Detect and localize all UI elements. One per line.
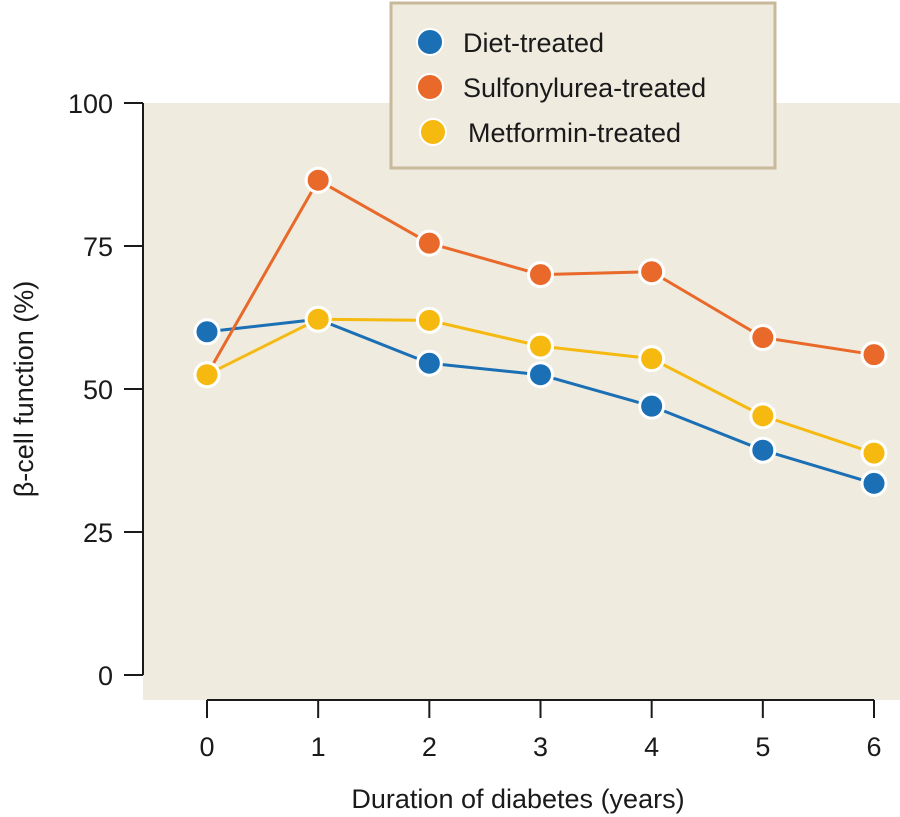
x-tick-label: 0 [199,732,214,762]
data-point-1-6 [860,341,888,369]
legend-label-2: Metformin-treated [468,118,681,148]
data-point-0-5 [749,436,777,464]
data-point-2-5 [749,402,777,430]
y-tick-label: 0 [98,661,113,691]
legend-label-1: Sulfonylurea-treated [463,73,706,103]
x-tick-label: 1 [311,732,326,762]
data-point-1-4 [638,258,666,286]
legend-label-0: Diet-treated [463,28,604,58]
data-point-0-4 [638,392,666,420]
data-point-0-0 [193,318,221,346]
plot-background [143,103,900,700]
data-point-2-4 [638,345,666,373]
x-ticks: 0 1 2 3 4 5 6 [199,700,882,762]
legend-marker-2 [419,118,447,146]
y-ticks: 0 25 50 75 100 [68,89,143,691]
y-tick-label: 100 [68,89,113,119]
data-point-2-2 [415,306,443,334]
x-tick-label: 3 [533,732,548,762]
x-tick-label: 6 [866,732,881,762]
y-axis-title: β-cell function (%) [9,281,39,498]
data-point-0-3 [527,361,554,389]
x-tick-label: 2 [422,732,437,762]
y-tick-label: 50 [83,375,113,405]
legend: Diet-treated Sulfonylurea-treated Metformi… [389,1,777,170]
legend-box [389,1,777,170]
data-point-1-1 [304,166,332,194]
x-axis-title: Duration of diabetes (years) [351,784,684,814]
y-tick-label: 25 [83,518,113,548]
legend-marker-0 [416,28,444,56]
series-points [193,166,888,497]
data-point-2-1 [304,305,332,333]
data-point-0-6 [860,469,888,497]
data-point-1-3 [527,261,554,289]
data-point-0-2 [415,349,443,377]
data-point-2-0 [193,361,221,389]
data-point-1-2 [415,229,443,257]
x-tick-label: 4 [644,732,659,762]
data-point-1-5 [749,324,777,352]
data-point-2-6 [860,439,888,467]
y-tick-label: 75 [83,232,113,262]
data-point-2-3 [527,332,554,360]
x-tick-label: 5 [755,732,770,762]
legend-marker-1 [416,73,444,101]
